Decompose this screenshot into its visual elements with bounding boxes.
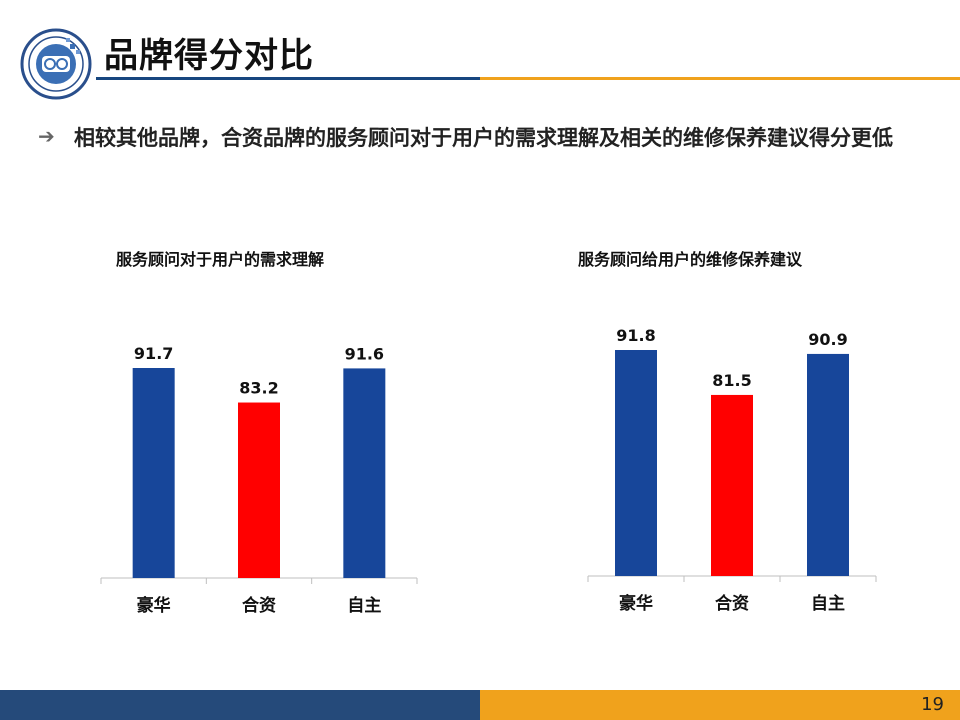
bar-chart-svg: 91.7 豪华 83.2 合资 91.6 自主 <box>100 344 418 616</box>
data-label: 83.2 <box>239 379 278 398</box>
data-label: 91.6 <box>345 344 384 363</box>
category-tick-label: 自主 <box>811 593 845 614</box>
data-label: 91.7 <box>134 344 173 363</box>
category-tick-label: 豪华 <box>137 595 171 616</box>
bar-2 <box>807 353 849 576</box>
bar-1 <box>238 402 280 578</box>
chart-need-understanding: 服务顾问对于用户的需求理解 91.7 豪华 83.2 合资 91.6 自主 <box>0 230 440 640</box>
category-tick-label: 合资 <box>715 593 749 614</box>
page-number: 19 <box>921 694 944 715</box>
data-label: 90.9 <box>808 330 847 349</box>
title-rule-blue <box>96 77 480 80</box>
bar-0 <box>615 350 657 576</box>
footer-bar-orange <box>480 690 960 720</box>
chart-title: 服务顾问给用户的维修保养建议 <box>577 250 802 269</box>
chart-title: 服务顾问对于用户的需求理解 <box>115 250 324 269</box>
category-tick-label: 豪华 <box>619 593 653 614</box>
bar-0 <box>132 368 175 578</box>
footer-bar-blue <box>0 690 480 720</box>
title-rule-orange <box>480 77 960 80</box>
bullet-arrow-icon: ➔ <box>38 124 55 148</box>
bar-2 <box>343 368 386 578</box>
data-label: 91.8 <box>616 326 655 345</box>
data-label: 81.5 <box>712 371 751 390</box>
bar-1 <box>711 394 753 576</box>
chart-maintenance-advice: 服务顾问给用户的维修保养建议 91.8 豪华 81.5 合资 90.9 自主 <box>470 230 910 640</box>
page-title: 品牌得分对比 <box>104 36 314 76</box>
company-logo-icon <box>20 28 92 100</box>
category-tick-label: 合资 <box>242 595 276 616</box>
bullet-text: 相较其他品牌，合资品牌的服务顾问对于用户的需求理解及相关的维修保养建议得分更低 <box>74 126 893 150</box>
category-tick-label: 自主 <box>347 595 381 616</box>
bar-chart-svg: 91.8 豪华 81.5 合资 90.9 自主 <box>587 326 877 614</box>
